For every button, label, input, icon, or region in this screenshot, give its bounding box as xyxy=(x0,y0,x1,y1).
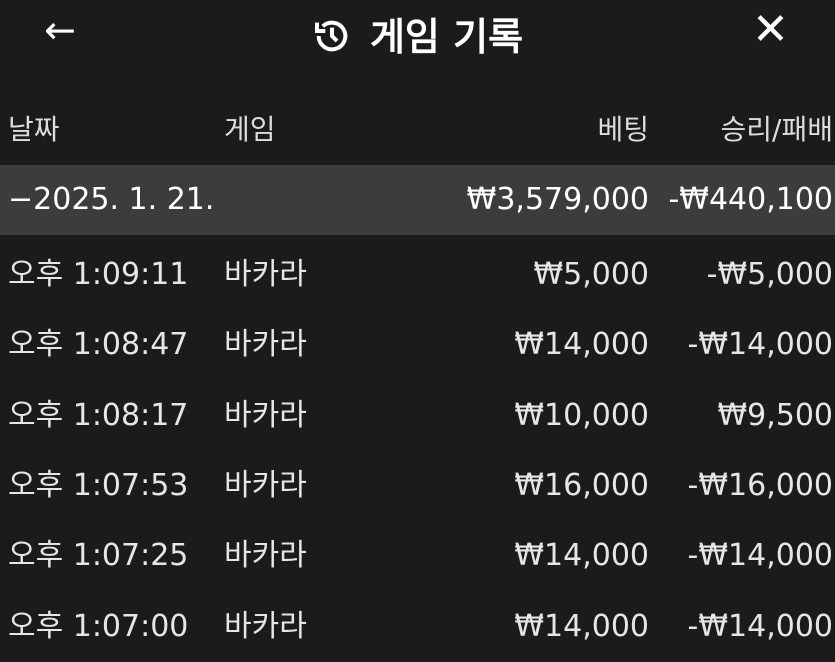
date-group-row[interactable]: −2025. 1. 21. ₩3,579,000 -₩440,100 xyxy=(0,165,835,235)
row-result: -₩16,000 xyxy=(687,467,833,503)
row-time: 오후 1:07:25 xyxy=(8,538,189,574)
row-time: 오후 1:07:00 xyxy=(8,608,189,644)
row-game: 바카라 xyxy=(224,397,307,433)
row-result: -₩5,000 xyxy=(706,257,833,292)
row-time: 오후 1:08:47 xyxy=(8,327,189,363)
table-row[interactable]: 오후 1:09:11 바카라 ₩5,000 -₩5,000 xyxy=(0,240,835,310)
collapse-toggle[interactable]: − xyxy=(8,182,34,217)
row-time: 오후 1:07:53 xyxy=(8,467,189,503)
row-bet: ₩14,000 xyxy=(514,538,649,574)
top-bar: ← 게임 기록 ✕ xyxy=(0,0,835,64)
row-time: 오후 1:08:17 xyxy=(8,397,189,433)
row-bet: ₩16,000 xyxy=(514,467,649,503)
row-bet: ₩5,000 xyxy=(533,257,649,292)
row-bet: ₩14,000 xyxy=(514,608,649,644)
col-bet: 베팅 xyxy=(597,113,649,146)
row-result: ₩9,500 xyxy=(717,397,833,433)
table-row[interactable]: 오후 1:08:47 바카라 ₩14,000 -₩14,000 xyxy=(0,310,835,380)
col-date: 날짜 xyxy=(8,113,60,146)
group-bet: ₩3,579,000 xyxy=(466,182,649,217)
arrow-left-icon[interactable]: ← xyxy=(44,8,76,52)
row-game: 바카라 xyxy=(224,327,307,363)
table-row[interactable]: 오후 1:08:17 바카라 ₩10,000 ₩9,500 xyxy=(0,381,835,451)
row-game: 바카라 xyxy=(224,538,307,574)
row-game: 바카라 xyxy=(224,257,307,292)
close-icon[interactable]: ✕ xyxy=(752,4,789,55)
page-title: 게임 기록 xyxy=(0,6,835,61)
row-game: 바카라 xyxy=(224,467,307,503)
table-row[interactable]: 오후 1:07:25 바카라 ₩14,000 -₩14,000 xyxy=(0,521,835,591)
row-time: 오후 1:09:11 xyxy=(8,257,189,292)
col-result: 승리/패배 xyxy=(720,113,833,146)
table-header: 날짜 게임 베팅 승리/패배 xyxy=(0,95,835,165)
group-date: −2025. 1. 21. xyxy=(8,182,215,217)
row-bet: ₩10,000 xyxy=(514,397,649,433)
row-result: -₩14,000 xyxy=(687,327,833,363)
col-game: 게임 xyxy=(224,113,276,146)
history-icon xyxy=(314,20,348,52)
row-game: 바카라 xyxy=(224,608,307,644)
group-result: -₩440,100 xyxy=(668,182,833,217)
title-text: 게임 기록 xyxy=(369,15,524,59)
table-row[interactable]: 오후 1:07:00 바카라 ₩14,000 -₩14,000 xyxy=(0,592,835,662)
row-bet: ₩14,000 xyxy=(514,327,649,363)
row-result: -₩14,000 xyxy=(687,538,833,574)
row-result: -₩14,000 xyxy=(687,608,833,644)
table-row[interactable]: 오후 1:07:53 바카라 ₩16,000 -₩16,000 xyxy=(0,451,835,521)
